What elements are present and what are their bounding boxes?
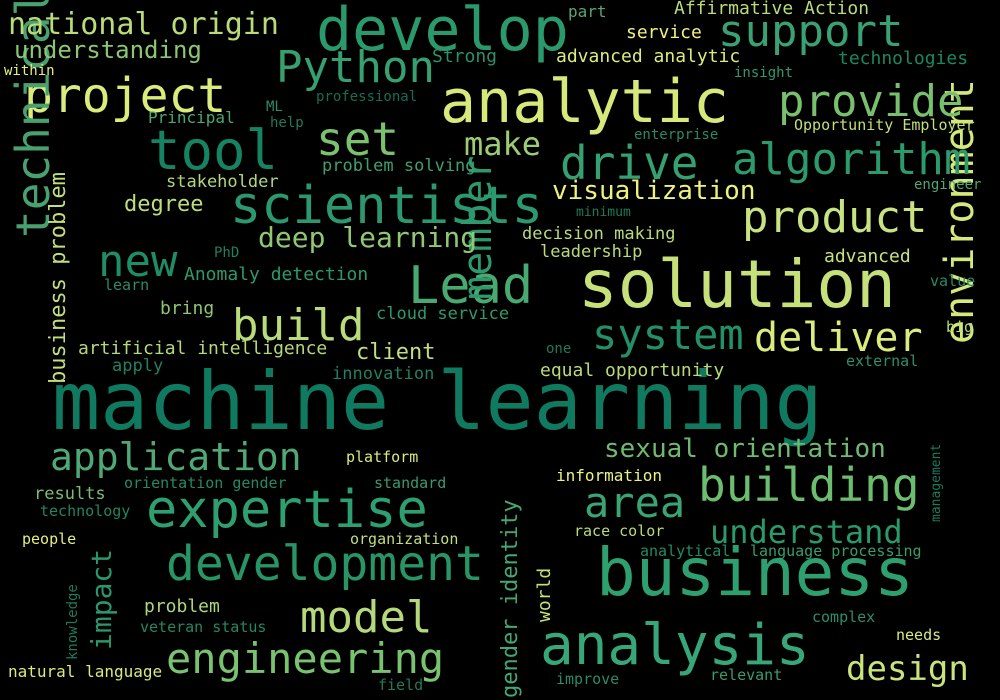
word-cloud-service: cloud service [376,304,510,324]
word-algorithm: algorithm [732,134,971,185]
word-deep-learning: deep learning [258,221,478,254]
word-build: build [232,300,365,351]
word-learn: learn [104,276,150,294]
word-application: application [50,435,302,479]
word-results: results [34,484,106,504]
word-solution: solution [578,246,896,323]
word-analytical: analytical [640,542,731,560]
word-platform: platform [346,448,419,466]
word-problem: problem [144,596,220,617]
word-field: field [378,676,424,694]
word-lead: Lead [408,256,534,316]
word-analytic: analytic [440,67,729,137]
word-gender-identity: gender identity [498,499,523,698]
word-race-color: race color [574,522,665,540]
word-service: service [626,22,702,43]
word-advanced-analytic: advanced analytic [556,46,741,67]
word-information: information [556,466,662,485]
word-part: part [568,2,607,21]
word-phd: PhD [214,245,240,261]
word-language-processing: language processing [750,542,922,560]
word-within: within [4,63,55,79]
word-one: one [546,341,572,357]
word-advanced: advanced [824,246,911,267]
word-deliver: deliver [754,315,923,361]
word-value: value [930,272,976,290]
word-equal-opportunity: equal opportunity [540,360,725,381]
word-development: development [166,536,484,592]
word-visualization: visualization [552,176,756,206]
word-standard: standard [374,474,447,492]
word-python: Python [276,42,435,93]
word-expertise: expertise [146,480,428,540]
word-understand: understand [710,513,903,551]
word-technologies: technologies [838,48,969,69]
word-system: system [592,310,744,359]
word-develop: develop [316,0,569,65]
word-bring: bring [160,298,215,319]
word-big: big [946,318,974,336]
word-stakeholder: stakeholder [166,172,279,192]
word-decision-making: decision making [522,224,676,244]
word-drive: drive [560,136,699,190]
word-set: set [316,112,400,166]
word-principal: Principal [148,108,235,127]
word-affirmative-action: Affirmative Action [674,0,870,19]
word-complex: complex [812,608,876,626]
word-minimum: minimum [576,205,631,220]
word-enterprise: enterprise [634,127,719,143]
word-innovation: innovation [332,364,435,384]
word-management: management [929,443,944,522]
word-problem-solving: problem solving [322,156,476,176]
word-client: client [356,340,436,365]
word-veteran-status: veteran status [140,618,267,636]
word-product: product [742,192,928,243]
word-national-origin: national origin [8,7,279,42]
word-analysis: analysis [540,613,810,678]
word-natural-language: natural language [8,662,163,681]
word-external: external [846,352,919,370]
word-ml: ML [266,99,283,115]
word-knowledge: knowledge [65,584,81,660]
word-support: support [718,6,904,57]
word-model: model [300,592,433,643]
word-orientation-gender: orientation gender [124,474,287,492]
word-improve: improve [556,670,620,688]
word-design: design [846,649,969,689]
word-leadership: leadership [540,242,643,262]
word-area: area [584,478,686,527]
word-business: business [596,534,914,611]
word-strong: Strong [432,46,498,67]
word-tool: tool [148,119,279,182]
word-project: project [24,68,227,124]
word-world: world [534,567,555,622]
word-impact: impact [85,548,118,650]
word-sexual-orientation: sexual orientation [604,434,886,464]
word-machine-learning: machine learning [52,355,823,448]
word-professional: professional [316,89,418,105]
word-insight: insight [734,65,794,81]
word-understanding: understanding [14,36,202,64]
word-engineer: engineer [914,177,982,193]
word-organization: organization [350,530,459,548]
word-engineering: engineering [166,634,445,683]
word-new: new [98,236,178,287]
word-technology: technology [40,502,131,520]
word-people: people [22,530,77,548]
word-relevant: relevant [710,666,783,684]
word-scientists: scientists [230,176,544,236]
word-help: help [270,115,304,131]
word-anomaly-detection: Anomaly detection [184,264,369,285]
word-artificial-intelligence: artificial intelligence [78,338,328,359]
word-degree: degree [124,192,204,217]
word-building: building [698,458,920,512]
word-apply: apply [112,356,164,376]
word-business-problem: business problem [46,172,71,384]
word-needs: needs [896,626,942,644]
word-provide: provide [778,76,964,127]
word-make: make [464,125,542,163]
word-opportunity-employer: Opportunity Employer [794,116,975,134]
